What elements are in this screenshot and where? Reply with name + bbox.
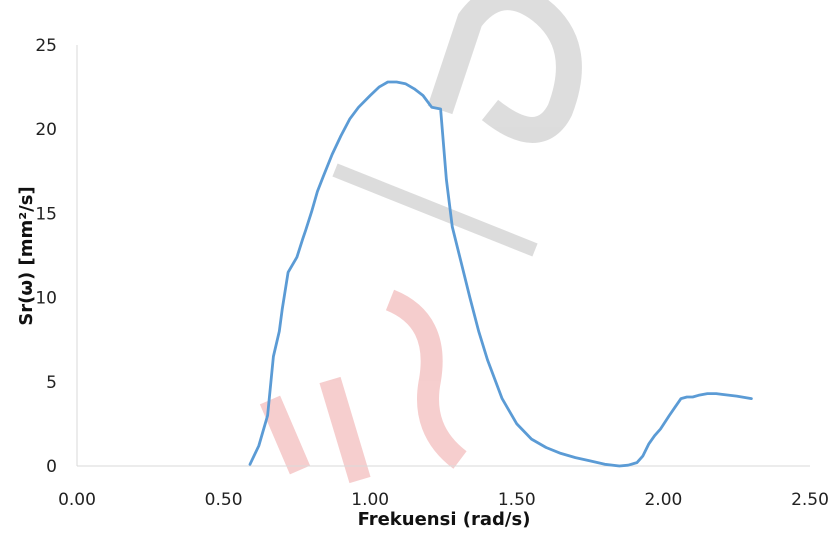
y-tick-label: 15: [35, 204, 57, 224]
x-tick-label: 1.00: [351, 490, 389, 510]
watermark: [259, 0, 582, 484]
y-tick-labels: 0 5 10 15 20 25: [35, 36, 57, 477]
y-tick-label: 25: [35, 36, 57, 56]
x-axis-title: Frekuensi (rad/s): [358, 509, 531, 530]
watermark-slash-shape: [332, 163, 538, 257]
series-line: [248, 80, 753, 468]
x-tick-labels: 0.00 0.50 1.00 1.50 2.00 2.50: [58, 490, 829, 510]
x-tick-label: 2.00: [644, 490, 682, 510]
y-tick-label: 10: [35, 289, 57, 309]
x-tick-label: 0.50: [205, 490, 243, 510]
y-tick-label: 0: [46, 457, 57, 477]
watermark-letters-shape: [259, 289, 467, 484]
x-tick-label: 2.50: [791, 490, 829, 510]
y-axis-title: Sr(ω) [mm²/s]: [16, 186, 37, 325]
y-tick-label: 20: [35, 120, 57, 140]
x-tick-label: 1.50: [498, 490, 536, 510]
watermark-loop-shape: [427, 0, 582, 143]
x-tick-label: 0.00: [58, 490, 96, 510]
y-tick-label: 5: [46, 373, 57, 393]
